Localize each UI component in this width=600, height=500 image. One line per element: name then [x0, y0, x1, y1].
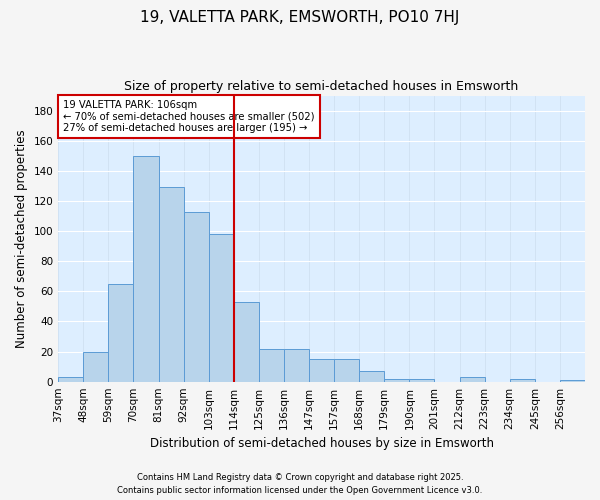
- Text: Contains HM Land Registry data © Crown copyright and database right 2025.
Contai: Contains HM Land Registry data © Crown c…: [118, 474, 482, 495]
- Bar: [510, 378, 535, 382]
- Bar: [234, 302, 259, 382]
- Bar: [334, 359, 359, 382]
- Bar: [158, 188, 184, 382]
- Bar: [209, 234, 234, 382]
- Bar: [259, 348, 284, 382]
- Bar: [184, 212, 209, 382]
- Bar: [284, 348, 309, 382]
- Y-axis label: Number of semi-detached properties: Number of semi-detached properties: [15, 130, 28, 348]
- Bar: [83, 352, 109, 382]
- Bar: [109, 284, 133, 382]
- Title: Size of property relative to semi-detached houses in Emsworth: Size of property relative to semi-detach…: [124, 80, 519, 93]
- Bar: [309, 359, 334, 382]
- Bar: [460, 377, 485, 382]
- X-axis label: Distribution of semi-detached houses by size in Emsworth: Distribution of semi-detached houses by …: [149, 437, 494, 450]
- Bar: [133, 156, 158, 382]
- Text: 19, VALETTA PARK, EMSWORTH, PO10 7HJ: 19, VALETTA PARK, EMSWORTH, PO10 7HJ: [140, 10, 460, 25]
- Bar: [409, 378, 434, 382]
- Text: 19 VALETTA PARK: 106sqm
← 70% of semi-detached houses are smaller (502)
27% of s: 19 VALETTA PARK: 106sqm ← 70% of semi-de…: [64, 100, 315, 133]
- Bar: [58, 377, 83, 382]
- Bar: [385, 378, 409, 382]
- Bar: [560, 380, 585, 382]
- Bar: [359, 371, 385, 382]
